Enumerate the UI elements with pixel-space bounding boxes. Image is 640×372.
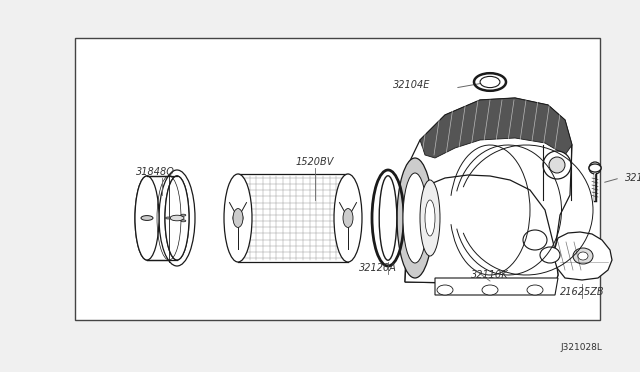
Polygon shape — [554, 232, 612, 280]
Text: 32110K: 32110K — [471, 270, 509, 280]
Ellipse shape — [480, 76, 500, 87]
Text: 32120A: 32120A — [359, 263, 397, 273]
Ellipse shape — [578, 252, 588, 260]
Ellipse shape — [141, 216, 153, 220]
Polygon shape — [435, 278, 558, 295]
Text: 1520BV: 1520BV — [296, 157, 334, 167]
Ellipse shape — [334, 174, 362, 262]
Ellipse shape — [589, 164, 601, 172]
Text: 21625ZB: 21625ZB — [560, 287, 604, 297]
Ellipse shape — [181, 220, 186, 222]
Text: 32101AJ: 32101AJ — [625, 173, 640, 183]
Ellipse shape — [482, 285, 498, 295]
Ellipse shape — [379, 176, 397, 260]
Polygon shape — [238, 174, 348, 262]
Ellipse shape — [343, 209, 353, 227]
Ellipse shape — [135, 176, 159, 260]
Text: 32104E: 32104E — [392, 80, 430, 90]
Ellipse shape — [166, 217, 170, 219]
Ellipse shape — [573, 248, 593, 264]
Ellipse shape — [437, 285, 453, 295]
Bar — [75, 38, 600, 320]
Ellipse shape — [420, 180, 440, 256]
Ellipse shape — [425, 200, 435, 236]
Ellipse shape — [135, 176, 159, 260]
Ellipse shape — [527, 285, 543, 295]
Ellipse shape — [589, 162, 601, 174]
Ellipse shape — [549, 157, 565, 173]
Ellipse shape — [170, 215, 184, 221]
Ellipse shape — [165, 176, 189, 260]
Ellipse shape — [224, 174, 252, 262]
Ellipse shape — [233, 209, 243, 227]
Polygon shape — [147, 176, 177, 260]
Ellipse shape — [403, 173, 427, 263]
Ellipse shape — [523, 230, 547, 250]
Ellipse shape — [159, 170, 195, 266]
Polygon shape — [405, 98, 572, 285]
Ellipse shape — [165, 176, 189, 260]
Ellipse shape — [181, 214, 186, 216]
Ellipse shape — [543, 151, 571, 179]
Ellipse shape — [233, 213, 243, 223]
Text: 31848Q: 31848Q — [136, 167, 175, 177]
Ellipse shape — [540, 247, 560, 263]
Text: J321028L: J321028L — [560, 343, 602, 353]
Polygon shape — [405, 175, 558, 285]
Ellipse shape — [397, 158, 433, 278]
Polygon shape — [420, 98, 572, 158]
